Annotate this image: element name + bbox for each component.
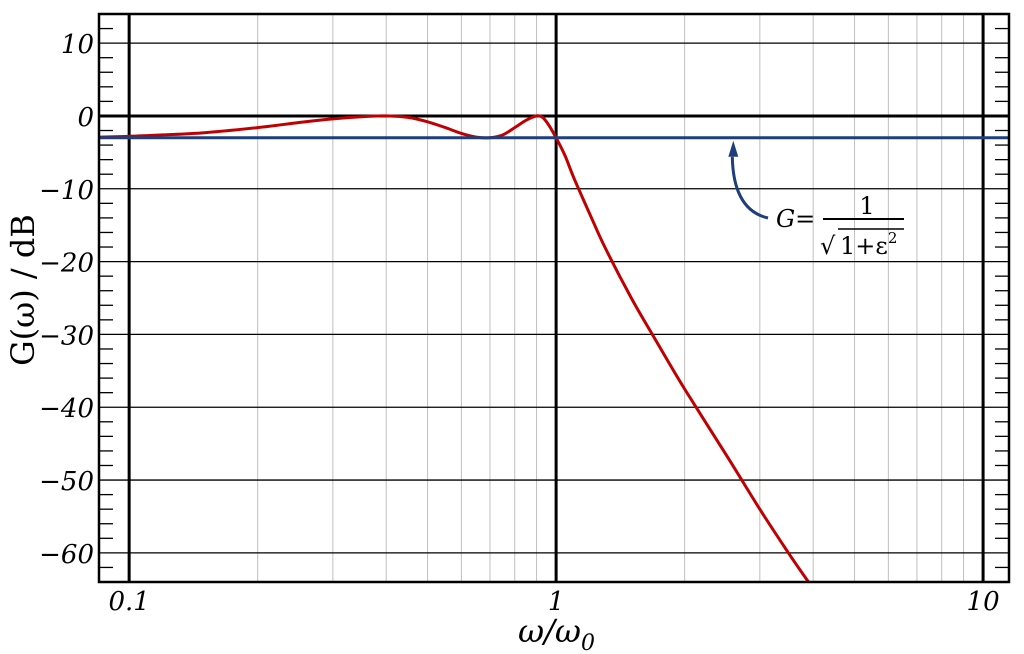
annotation-arrowhead	[728, 140, 739, 157]
annotation-arrow	[730, 156, 769, 220]
y-tick-labels: 10 0 −10 −20 −30 −40 −50 −60	[39, 30, 94, 570]
y-tick-label: −20	[39, 249, 94, 279]
series-lines	[98, 114, 1009, 583]
y-tick-label: −50	[39, 467, 94, 497]
x-tick-label: 0.1	[108, 587, 149, 617]
y-tick-label: −10	[39, 176, 94, 206]
annotation-sqrt: √	[820, 232, 836, 260]
plot-frame	[97, 12, 1011, 584]
x-tick-label: 1	[548, 587, 565, 617]
y-axis-label: G(ω) / dB	[4, 214, 42, 366]
annotation-denominator: 1+ε2	[840, 229, 897, 260]
svg-text:ω/ω0: ω/ω0	[518, 612, 595, 654]
minor-grid	[257, 14, 965, 582]
x-axis-label: ω/ω0	[518, 612, 595, 654]
y-tick-label: −60	[39, 540, 94, 570]
y-tick-label: 0	[77, 103, 94, 133]
annotation-numerator: 1	[859, 192, 874, 220]
y-axis-minor-ticks	[99, 13, 1009, 583]
annotation-denominator-sup: 2	[888, 229, 898, 247]
y-tick-label: 10	[61, 30, 94, 60]
x-axis-label-main: ω/ω	[518, 612, 581, 650]
x-tick-label: 10	[967, 587, 1000, 617]
ripple-annotation: G= 1 √ 1+ε2	[728, 140, 904, 260]
x-axis-label-subscript: 0	[581, 631, 595, 654]
y-tick-label: −40	[39, 394, 94, 424]
major-grid	[99, 14, 1009, 582]
annotation-lhs: G=	[776, 205, 815, 233]
x-tick-labels: 0.1 1 10	[108, 587, 999, 617]
y-tick-label: −30	[39, 321, 94, 351]
response-line	[98, 114, 810, 583]
